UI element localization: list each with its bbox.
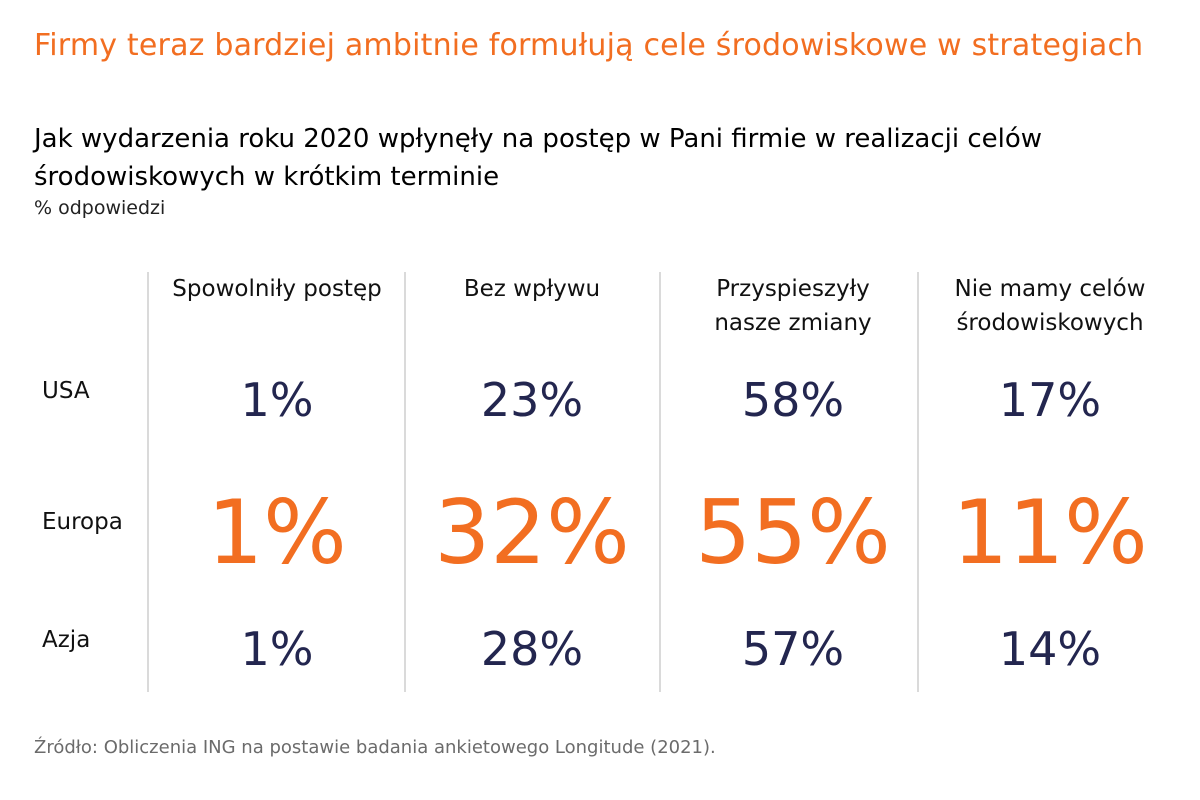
column-header: Nie mamy celów	[955, 276, 1146, 302]
value-cell: 23%	[481, 373, 583, 427]
column-header: Spowolniły postęp	[172, 276, 381, 302]
headline: Firmy teraz bardziej ambitnie formułują …	[34, 28, 1144, 63]
value-cell: 14%	[999, 622, 1101, 676]
value-cell: 11%	[952, 481, 1148, 584]
value-cell: 55%	[695, 481, 891, 584]
value-cell: 28%	[481, 622, 583, 676]
value-cell: 1%	[241, 373, 314, 427]
value-cell: 17%	[999, 373, 1101, 427]
column-header: środowiskowych	[956, 310, 1143, 336]
unit-label: % odpowiedzi	[34, 197, 166, 219]
value-cell: 57%	[742, 622, 844, 676]
column-header: nasze zmiany	[714, 310, 871, 336]
source-note: Źródło: Obliczenia ING na postawie badan…	[34, 737, 716, 758]
results-table: Spowolniły postęp Bez wpływu Przyspieszyły…	[42, 272, 1148, 692]
question-title: Jak wydarzenia roku 2020 wpłynęły na pos…	[34, 124, 1043, 192]
row-label: Europa	[42, 509, 123, 535]
column-header: Przyspieszyły	[716, 276, 870, 302]
row-label: Azja	[42, 627, 90, 653]
value-cell: 1%	[207, 481, 347, 584]
row-label: USA	[42, 378, 90, 404]
value-cell: 1%	[241, 622, 314, 676]
column-header: Bez wpływu	[464, 276, 600, 302]
value-cell: 58%	[742, 373, 844, 427]
value-cell: 32%	[434, 481, 630, 584]
